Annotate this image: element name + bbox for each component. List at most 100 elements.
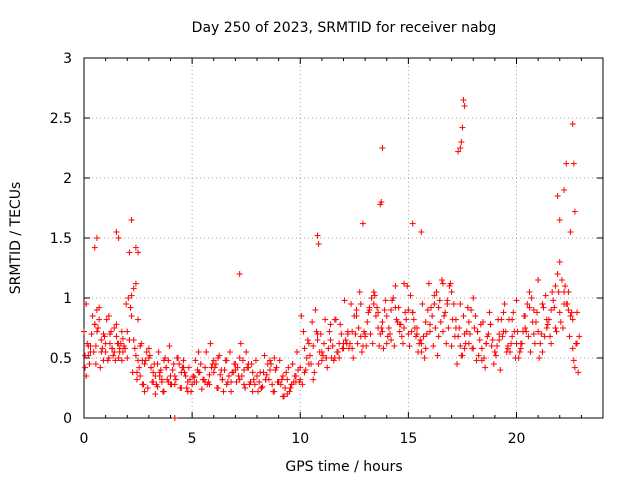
data-point bbox=[282, 385, 289, 391]
data-point bbox=[141, 361, 148, 367]
data-point bbox=[392, 283, 399, 289]
data-point bbox=[90, 349, 97, 355]
data-point bbox=[252, 357, 259, 364]
data-point bbox=[523, 328, 530, 335]
data-point bbox=[386, 331, 393, 337]
data-point bbox=[508, 340, 515, 347]
data-point bbox=[336, 355, 343, 361]
data-point bbox=[356, 289, 363, 295]
data-point bbox=[404, 283, 411, 289]
data-point bbox=[457, 343, 464, 349]
data-point bbox=[330, 357, 337, 364]
data-point bbox=[451, 333, 458, 340]
data-point bbox=[344, 328, 351, 335]
data-point bbox=[355, 325, 362, 331]
data-point bbox=[526, 289, 533, 295]
data-point bbox=[152, 391, 159, 397]
y-axis-label: SRMTID / TECUs bbox=[8, 182, 24, 295]
data-point bbox=[279, 373, 286, 379]
data-point bbox=[298, 313, 305, 319]
data-point bbox=[349, 345, 356, 352]
data-point bbox=[496, 337, 503, 343]
data-point bbox=[310, 343, 317, 349]
data-point bbox=[425, 280, 432, 287]
data-point bbox=[457, 301, 464, 307]
data-point bbox=[380, 345, 387, 352]
data-point bbox=[145, 345, 152, 352]
data-point bbox=[335, 349, 342, 355]
data-point bbox=[452, 316, 459, 323]
data-point bbox=[163, 364, 170, 371]
data-point bbox=[263, 371, 270, 378]
data-point bbox=[175, 355, 182, 361]
data-point bbox=[176, 361, 183, 367]
data-point bbox=[325, 345, 332, 352]
y-tick-label: 3 bbox=[63, 51, 72, 67]
data-point bbox=[226, 349, 233, 355]
data-point bbox=[398, 333, 405, 340]
data-point bbox=[232, 367, 239, 373]
data-point bbox=[92, 361, 99, 367]
data-point bbox=[543, 325, 550, 331]
data-point bbox=[329, 343, 336, 349]
data-point bbox=[568, 309, 575, 316]
data-point bbox=[241, 381, 248, 388]
data-point bbox=[283, 369, 290, 376]
data-point bbox=[574, 309, 581, 316]
data-point bbox=[539, 301, 546, 307]
data-point bbox=[402, 309, 409, 316]
data-point bbox=[357, 301, 364, 307]
data-point bbox=[331, 316, 338, 323]
data-point bbox=[327, 321, 334, 328]
data-point bbox=[96, 316, 103, 323]
data-point bbox=[576, 333, 583, 340]
data-point bbox=[379, 145, 386, 151]
data-point bbox=[551, 304, 558, 311]
data-point bbox=[278, 376, 285, 383]
data-point bbox=[526, 304, 533, 311]
data-point bbox=[137, 373, 144, 379]
data-point bbox=[100, 357, 107, 364]
data-point bbox=[271, 355, 278, 361]
data-point bbox=[417, 337, 424, 343]
data-point bbox=[405, 307, 412, 313]
chart-title: Day 250 of 2023, SRMTID for receiver nab… bbox=[192, 20, 497, 36]
data-point bbox=[119, 335, 126, 342]
data-point bbox=[83, 301, 90, 307]
data-point bbox=[150, 379, 157, 385]
data-point bbox=[370, 289, 377, 295]
data-point bbox=[181, 369, 188, 376]
data-point bbox=[195, 349, 202, 355]
data-point bbox=[435, 333, 442, 340]
data-point bbox=[229, 369, 236, 376]
data-point bbox=[231, 361, 238, 367]
data-point bbox=[216, 352, 223, 359]
data-point bbox=[106, 331, 113, 337]
data-point bbox=[157, 367, 164, 373]
data-point bbox=[203, 349, 210, 355]
data-point bbox=[409, 309, 416, 316]
data-point bbox=[478, 345, 485, 352]
data-point bbox=[574, 340, 581, 347]
data-point bbox=[379, 328, 386, 335]
data-point bbox=[164, 376, 171, 383]
data-point bbox=[257, 369, 264, 376]
data-point bbox=[115, 355, 122, 361]
data-point bbox=[556, 217, 563, 223]
data-point bbox=[431, 292, 438, 299]
data-point bbox=[161, 388, 168, 395]
data-point bbox=[555, 289, 562, 295]
data-point bbox=[323, 355, 330, 361]
data-point bbox=[309, 319, 316, 325]
data-point bbox=[179, 364, 186, 371]
data-point bbox=[391, 343, 398, 349]
data-point bbox=[162, 355, 169, 361]
data-point bbox=[101, 333, 108, 340]
data-point bbox=[406, 343, 413, 349]
data-point bbox=[259, 383, 266, 390]
data-point bbox=[109, 345, 116, 352]
data-point bbox=[353, 307, 360, 313]
data-point bbox=[132, 244, 139, 251]
data-point bbox=[353, 313, 360, 319]
data-point bbox=[291, 373, 298, 379]
